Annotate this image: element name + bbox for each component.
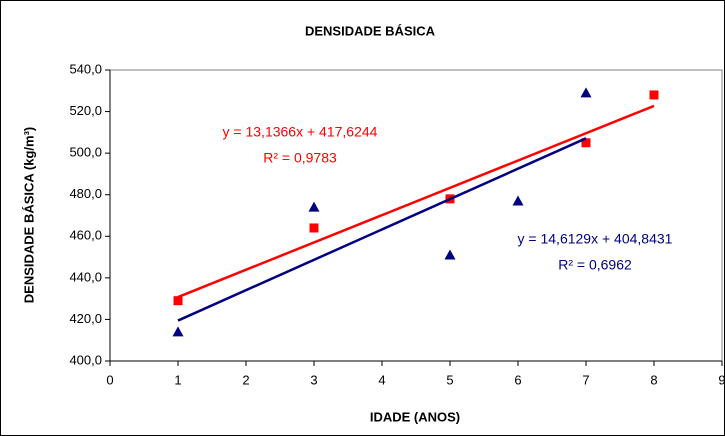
x-tick-label: 7 <box>582 372 589 387</box>
marker-square <box>173 296 183 306</box>
x-tick-label: 5 <box>446 372 453 387</box>
y-tick-label: 400,0 <box>69 352 102 367</box>
trendline-equation: y = 13,1366x + 417,6244 <box>223 124 378 140</box>
x-tick-label: 2 <box>242 372 249 387</box>
trendline <box>177 104 655 299</box>
x-tick-label: 4 <box>378 372 385 387</box>
marker-triangle <box>444 249 456 260</box>
y-tick-label: 480,0 <box>69 186 102 201</box>
x-tick-label: 8 <box>650 372 657 387</box>
marker-square <box>581 138 591 148</box>
marker-triangle <box>308 201 320 212</box>
y-tick-label: 520,0 <box>69 103 102 118</box>
marker-triangle <box>512 195 524 206</box>
trendline-equation: y = 14,6129x + 404,8431 <box>518 231 673 247</box>
chart-title: DENSIDADE BÁSICA <box>305 23 436 38</box>
marker-square <box>309 223 319 233</box>
x-tick-label: 9 <box>718 372 725 387</box>
trendline-r2: R² = 0,6962 <box>558 257 632 273</box>
trendline <box>177 137 587 322</box>
marker-square <box>649 90 659 100</box>
x-axis-label: IDADE (ANOS) <box>370 409 460 424</box>
y-tick-label: 500,0 <box>69 145 102 160</box>
y-axis-label: DENSIDADE BÁSICA (kg/m³) <box>21 127 36 303</box>
y-tick-label: 460,0 <box>69 228 102 243</box>
marker-triangle <box>172 326 184 337</box>
x-tick-label: 1 <box>174 372 181 387</box>
x-tick-label: 6 <box>514 372 521 387</box>
trendline-r2: R² = 0,9783 <box>263 150 337 166</box>
x-tick-label: 3 <box>310 372 317 387</box>
x-tick-label: 0 <box>106 372 113 387</box>
y-tick-label: 440,0 <box>69 269 102 284</box>
y-tick-label: 420,0 <box>69 311 102 326</box>
y-tick-label: 540,0 <box>69 61 102 76</box>
marker-triangle <box>580 87 592 98</box>
